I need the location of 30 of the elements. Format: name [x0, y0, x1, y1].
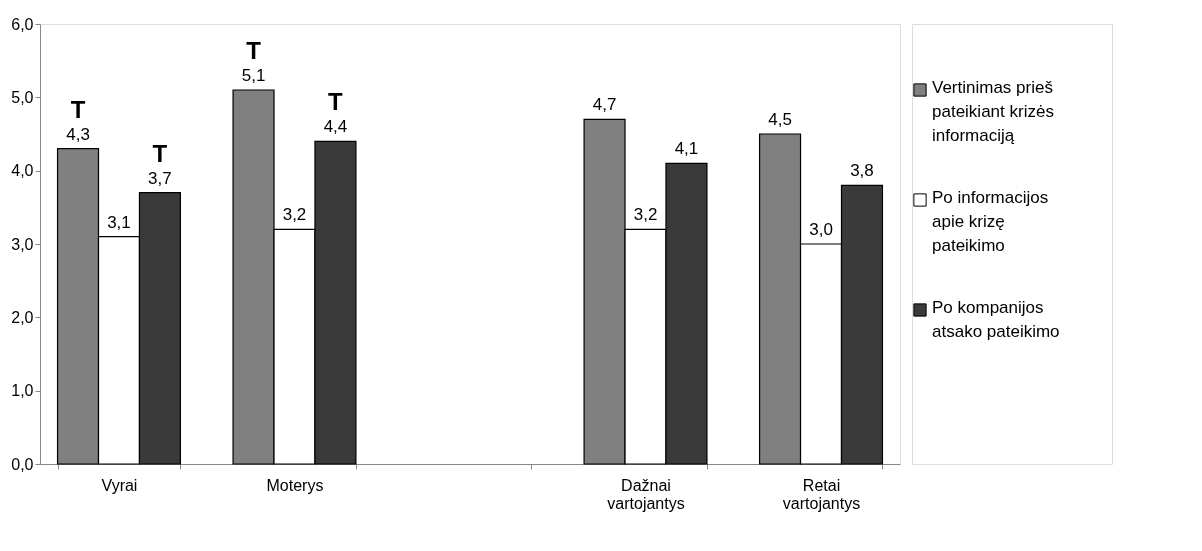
x-tick-label: Dažnai vartojantys: [607, 476, 685, 512]
y-tick-label: 6,0: [11, 15, 34, 33]
annotation: T: [328, 88, 344, 116]
x-tick-label: Moterys: [266, 476, 324, 494]
y-tick-label: 5,0: [11, 88, 34, 106]
data-label: 4,7: [592, 95, 617, 115]
data-label: 3,2: [633, 205, 658, 225]
annotation: T: [246, 37, 262, 64]
y-tick-label: 0,0: [11, 455, 34, 473]
data-label: 5,1: [241, 66, 266, 85]
x-tick-label: Retai vartojantys: [782, 476, 861, 512]
data-label: 4,3: [66, 124, 90, 144]
y-tick-label: 4,0: [11, 162, 34, 180]
annotation: T: [70, 95, 86, 123]
data-label: 3,0: [809, 220, 833, 239]
data-label: 3,8: [850, 161, 874, 181]
data-label: 4,5: [768, 110, 792, 129]
x-tick-label: Vyrai: [101, 476, 138, 494]
data-label: 4,4: [323, 117, 348, 137]
data-label: 3,7: [148, 168, 172, 188]
legend-label: Po kompanijos atsako pateikimo: [932, 298, 1060, 341]
data-label: 4,1: [674, 139, 699, 159]
legend-label: Po informacijos apie krizę pateikimo: [932, 188, 1049, 255]
y-tick-label: 1,0: [11, 382, 34, 400]
data-label: 3,1: [107, 212, 131, 232]
legend-label: Vertinimas prieš pateikiant krizės informaciją: [932, 78, 1054, 145]
y-tick-label: 2,0: [11, 308, 34, 326]
data-label: 3,2: [282, 205, 307, 225]
annotation: T: [152, 139, 168, 167]
y-tick-label: 3,0: [11, 235, 34, 253]
